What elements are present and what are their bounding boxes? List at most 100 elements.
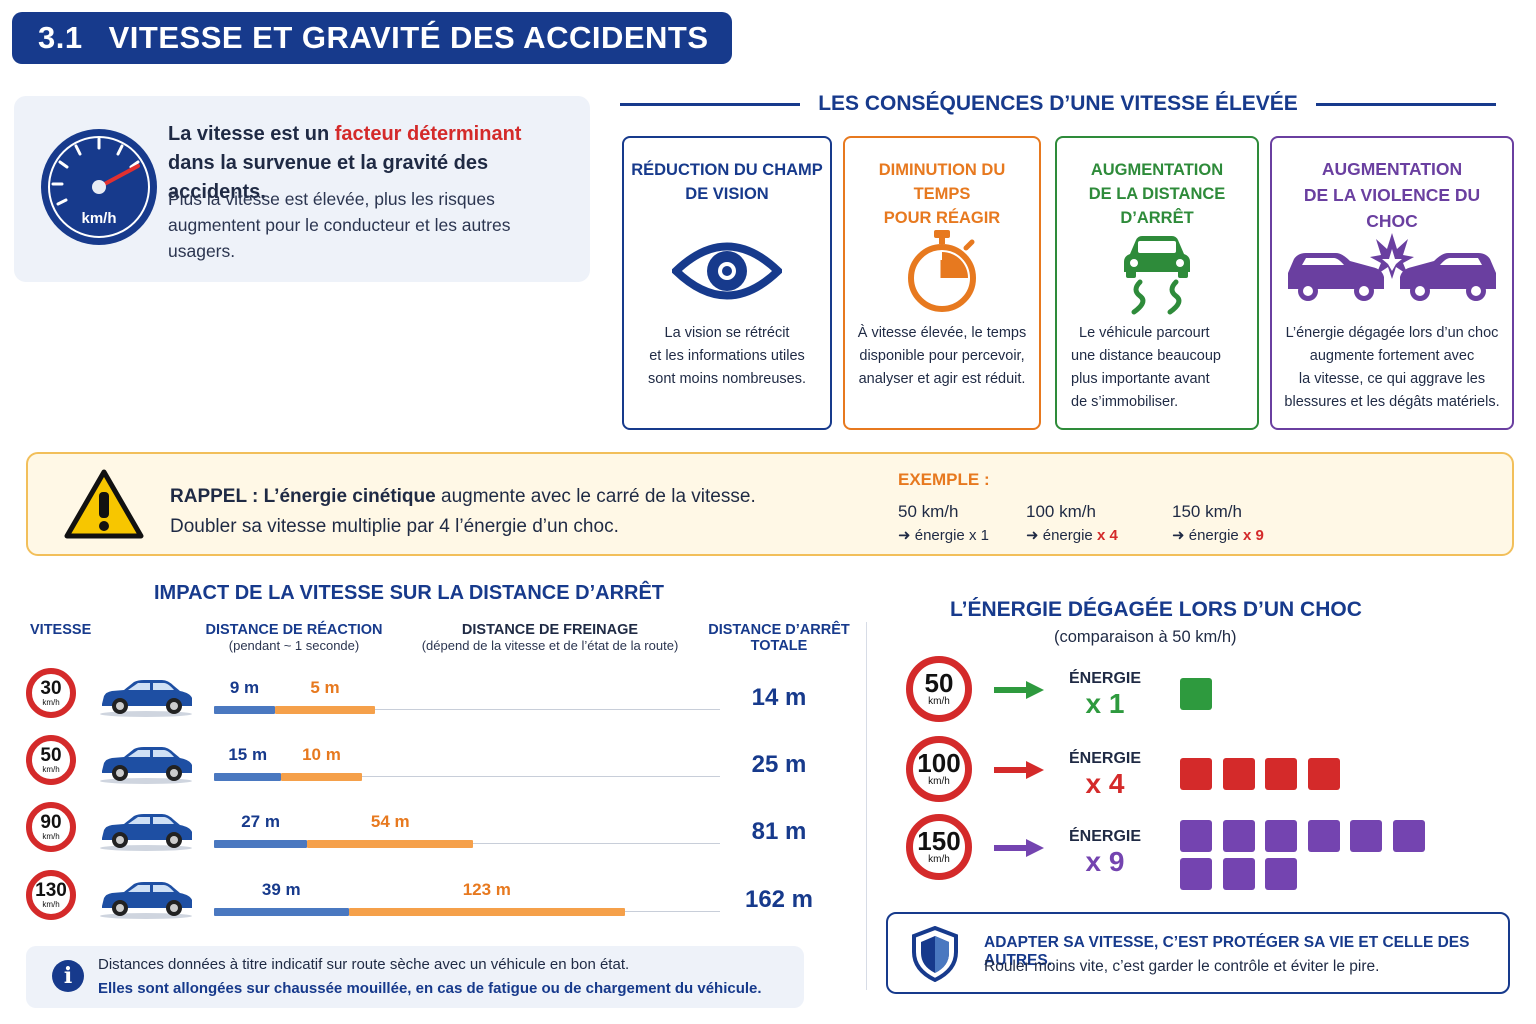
col-header-speed: VITESSE: [30, 622, 92, 638]
info-line1: Distances données à titre indicatif sur …: [98, 956, 630, 973]
energy-square: [1307, 820, 1340, 852]
reminder-box: RAPPEL : L’énergie cinétique augmente av…: [26, 452, 1514, 556]
card-description: La vision se rétrécit et les information…: [634, 322, 820, 391]
energy-title: L’ÉNERGIE DÉGAGÉE LORS D’UN CHOC: [950, 598, 1362, 621]
speed-value: 50: [40, 744, 62, 766]
reminder-line2: Doubler sa vitesse multiplie par 4 l’éne…: [170, 516, 619, 537]
intro-lead: La vitesse est un facteur déterminant da…: [168, 120, 588, 207]
page-title-banner: 3.1 VITESSE ET GRAVITÉ DES ACCIDENTS: [12, 12, 732, 64]
speed-limit-sign: 30 km/h: [26, 668, 76, 718]
energy-square: [1392, 820, 1425, 852]
reaction-bar: [214, 908, 349, 916]
card-title: RÉDUCTION DU CHAMP DE VISION: [630, 158, 824, 206]
energy-multiplier: x 9: [1085, 846, 1125, 877]
braking-bar: [307, 840, 474, 848]
intro-highlight: facteur déterminant: [334, 123, 522, 145]
card-desc-line: la vitesse, ce qui aggrave les: [1298, 371, 1486, 387]
example-multiplier: x 4: [1096, 527, 1118, 544]
card-title: DIMINUTION DU TEMPS POUR RÉAGIR: [851, 158, 1033, 230]
speed-limit-sign: 50 km/h: [26, 735, 76, 785]
skidding-car-icon: [1057, 226, 1257, 316]
card-desc-line: sont moins nombreuses.: [648, 371, 806, 387]
arrow-right-icon: [994, 839, 1044, 857]
intro-body: Plus la vitesse est élevée, plus les ris…: [168, 189, 511, 261]
card-description: L’énergie dégagée lors d’un choc augment…: [1282, 322, 1502, 414]
energy-multiplier: x 4: [1085, 768, 1125, 799]
consequence-card-crash-violence: AUGMENTATION DE LA VIOLENCE DU CHOC L’én…: [1270, 136, 1514, 430]
impact-title: IMPACT DE LA VITESSE SUR LA DISTANCE D’A…: [154, 582, 665, 604]
car-icon: [100, 680, 192, 717]
card-title-line1: AUGMENTATION: [1321, 159, 1463, 179]
card-desc-line: augmente fortement avec: [1309, 348, 1475, 364]
consequence-card-stopping-distance: AUGMENTATION DE LA DISTANCE D’ARRÊT Le v…: [1055, 136, 1259, 430]
reaction-label: 9 m: [229, 678, 260, 697]
speed-limit-sign: 50 km/h: [906, 656, 972, 722]
energy-square: [1180, 758, 1212, 790]
reaction-bar: [214, 706, 275, 714]
reaction-bar: [214, 840, 308, 848]
speed-unit: km/h: [928, 776, 950, 787]
example-multiplier: x 9: [1242, 527, 1264, 544]
braking-label: 10 m: [302, 745, 341, 764]
example-energy: ➜ énergie x 4: [1026, 526, 1118, 544]
braking-bar: [348, 908, 626, 916]
total-distance: 81 m: [751, 818, 807, 845]
energy-label: ÉNERGIE: [1068, 750, 1141, 767]
speed-value: 150: [917, 826, 961, 856]
energy-square: [1222, 758, 1255, 790]
reaction-label: 39 m: [261, 880, 301, 899]
shield-icon: [912, 926, 958, 982]
card-title-line1: DIMINUTION DU TEMPS: [878, 161, 1006, 203]
card-desc-line: disponible pour percevoir,: [859, 348, 1025, 364]
example-speed: 50 km/h: [898, 502, 959, 521]
braking-label: 123 m: [462, 880, 511, 899]
braking-label: 5 m: [310, 678, 340, 697]
example-energy-text: ➜ énergie: [1026, 527, 1097, 544]
speed-value: 30: [40, 677, 62, 699]
energy-label: ÉNERGIE: [1068, 670, 1141, 687]
energy-square: [1222, 858, 1255, 890]
speed-limit-sign: 150 km/h: [906, 814, 972, 880]
reminder-text: RAPPEL : L’énergie cinétique augmente av…: [170, 482, 756, 542]
card-title-line1: RÉDUCTION DU CHAMP: [631, 161, 823, 179]
intro-lead-part1: La vitesse est un: [168, 123, 335, 145]
intro-lead-part2: dans la survenue et la gravité des accid…: [168, 152, 489, 203]
example-item: 50 km/h ➜ énergie x 1: [898, 502, 989, 544]
eye-icon: [624, 226, 830, 316]
car-icon: [100, 747, 192, 784]
header-rule-left: [620, 102, 801, 106]
energy-square: [1222, 820, 1255, 852]
speed-unit: km/h: [928, 854, 950, 865]
arrow-right-icon: [994, 681, 1044, 699]
card-desc-line: une distance beaucoup: [1071, 348, 1221, 364]
energy-square: [1180, 820, 1212, 852]
card-title-line1: AUGMENTATION: [1090, 161, 1224, 179]
total-distance: 14 m: [751, 684, 807, 711]
warning-icon: [64, 469, 144, 539]
col-header-reaction-sub: (pendant ~ 1 seconde): [228, 638, 360, 653]
example-speed: 150 km/h: [1172, 502, 1242, 521]
reminder-bold: RAPPEL : L’énergie cinétique: [170, 486, 436, 507]
energy-square: [1180, 858, 1212, 890]
card-title-line2: POUR RÉAGIR: [883, 209, 1001, 227]
advice-box: ADAPTER SA VITESSE, C’EST PROTÉGER SA VI…: [886, 912, 1510, 994]
energy-multiplier: x 1: [1085, 688, 1125, 719]
speed-unit: km/h: [42, 831, 60, 841]
example-title: EXEMPLE :: [898, 470, 990, 489]
car-icon: [100, 882, 192, 919]
card-desc-line: blessures et les dégâts matériels.: [1284, 394, 1500, 410]
col-header-braking-label: DISTANCE DE FREINAGE: [461, 622, 639, 638]
card-desc-line: plus importante avant: [1071, 371, 1210, 387]
consequences-header: LES CONSÉQUENCES D’UNE VITESSE ÉLEVÉE: [620, 86, 1497, 122]
card-title-line2: DE VISION: [685, 185, 769, 203]
example-energy: ➜ énergie x 9: [1172, 526, 1264, 544]
energy-square: [1180, 678, 1212, 710]
example-speed: 100 km/h: [1026, 502, 1096, 521]
card-title: AUGMENTATION DE LA VIOLENCE DU CHOC: [1278, 156, 1506, 234]
example-energy-text: ➜ énergie: [1172, 527, 1243, 544]
bar-track: [214, 776, 720, 777]
card-desc-line: La vision se rétrécit: [664, 325, 790, 341]
reminder-line1: RAPPEL : L’énergie cinétique augmente av…: [170, 482, 756, 512]
example-energy-text: ➜ énergie x 1: [898, 527, 989, 544]
speed-unit: km/h: [42, 899, 60, 909]
